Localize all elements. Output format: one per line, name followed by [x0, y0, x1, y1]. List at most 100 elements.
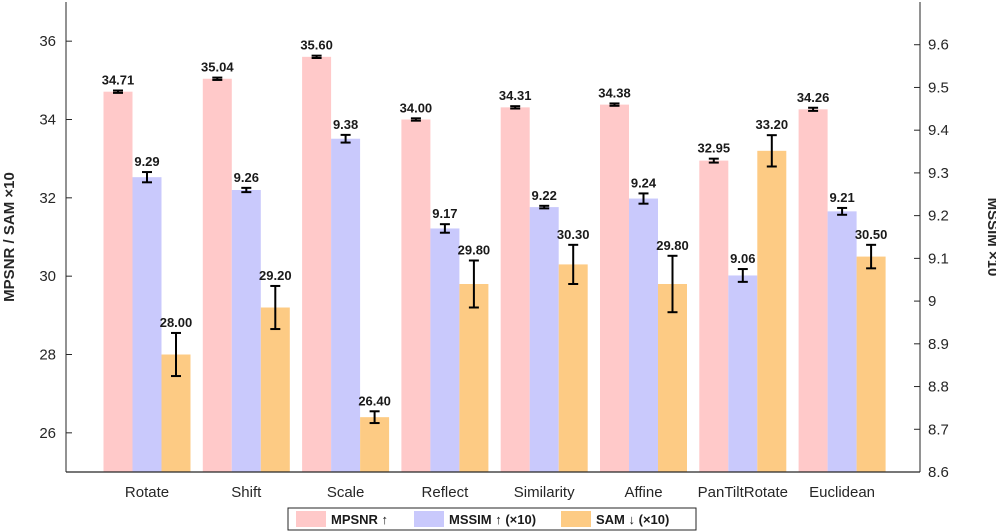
data-label-mssim-rotate: 9.29 — [134, 154, 159, 169]
x-tick-label: Scale — [327, 484, 365, 501]
data-label-sam-similarity: 30.30 — [557, 227, 590, 242]
data-label-mpsnr-reflect: 34.00 — [400, 100, 433, 115]
bar-sam-shift — [260, 307, 290, 472]
error-bar-mpsnr-rotate — [113, 89, 123, 94]
right-tick-label: 8.9 — [928, 336, 949, 353]
left-tick-label: 34 — [39, 112, 56, 129]
data-label-mpsnr-pantiltrotate: 32.95 — [698, 141, 731, 156]
data-label-mpsnr-shift: 35.04 — [201, 60, 234, 75]
legend-box — [287, 507, 697, 531]
error-bars-layer — [113, 54, 877, 425]
error-bar-sam-rotate — [171, 331, 181, 378]
data-label-sam-shift: 29.20 — [259, 268, 292, 283]
x-tick-label: Rotate — [125, 484, 169, 501]
data-label-mssim-reflect: 9.17 — [432, 206, 457, 221]
error-bar-mpsnr-pantiltrotate — [708, 157, 719, 164]
legend-swatch-mssim — [414, 511, 444, 527]
left-tick-label: 32 — [39, 190, 56, 207]
data-label-sam-rotate: 28.00 — [160, 315, 193, 330]
error-bar-mssim-pantiltrotate — [737, 268, 748, 283]
bar-mssim-reflect — [430, 228, 460, 472]
error-bar-sam-similarity — [568, 243, 579, 285]
bar-sam-affine — [658, 284, 687, 472]
left-tick-label: 30 — [39, 268, 56, 285]
error-bar-mssim-affine — [638, 192, 649, 205]
bar-mpsnr-scale — [302, 56, 332, 472]
x-tick-label: Reflect — [422, 484, 470, 501]
axes-layer: Rotate Shift Scale Reflect Similarity Affine P… — [39, 2, 949, 501]
bar-mssim-scale — [331, 138, 361, 472]
bar-mpsnr-affine — [600, 104, 629, 472]
legend-label-mssim: MSSIM ↑ (×10) — [449, 512, 536, 527]
right-tick-label: 9.4 — [928, 122, 949, 139]
bar-mssim-pantiltrotate — [728, 275, 758, 472]
error-bar-mpsnr-shift — [212, 76, 223, 81]
error-bar-mpsnr-scale — [311, 54, 322, 60]
bar-sam-euclidean — [856, 256, 886, 472]
error-bar-mssim-euclidean — [837, 206, 848, 216]
error-bar-mssim-shift — [241, 186, 252, 194]
bar-mssim-euclidean — [827, 211, 857, 472]
data-label-mssim-scale: 9.38 — [333, 117, 358, 132]
data-label-sam-reflect: 29.80 — [458, 243, 491, 258]
error-bar-sam-affine — [667, 254, 678, 314]
error-bar-sam-euclidean — [866, 243, 877, 270]
left-tick-label: 36 — [39, 33, 56, 50]
left-axis-title: MPSNR / SAM ×10 — [1, 172, 18, 302]
right-tick-label: 9.2 — [928, 208, 949, 225]
data-label-mssim-shift: 9.26 — [234, 170, 259, 185]
right-tick-label: 8.8 — [928, 379, 949, 396]
bar-mpsnr-similarity — [500, 107, 530, 472]
legend-label-sam: SAM ↓ (×10) — [596, 512, 669, 527]
error-bar-sam-pantiltrotate — [766, 134, 777, 168]
bars-layer — [103, 56, 886, 473]
error-bar-mssim-rotate — [142, 171, 152, 184]
data-labels-layer: 34.71 9.29 28.00 35.04 9.26 29.20 35.60 9.38 26.… — [102, 38, 888, 409]
bar-sam-pantiltrotate — [757, 150, 787, 473]
data-label-sam-euclidean: 30.50 — [855, 227, 888, 242]
bar-mpsnr-reflect — [401, 119, 431, 472]
data-label-sam-pantiltrotate: 33.20 — [756, 117, 789, 132]
error-bar-sam-scale — [369, 410, 380, 425]
legend-swatch-sam — [561, 511, 591, 527]
data-label-mssim-affine: 9.24 — [631, 175, 657, 190]
right-tick-label: 9.1 — [928, 250, 949, 267]
data-label-mssim-euclidean: 9.21 — [829, 190, 854, 205]
data-label-mpsnr-scale: 35.60 — [300, 38, 333, 53]
error-bar-mssim-reflect — [439, 223, 450, 234]
bar-mpsnr-rotate — [103, 91, 133, 473]
left-tick-label: 26 — [39, 425, 56, 442]
data-label-mssim-similarity: 9.22 — [532, 188, 557, 203]
x-tick-label: PanTiltRotate — [698, 484, 788, 501]
error-bar-mpsnr-euclidean — [808, 106, 819, 112]
bar-mssim-rotate — [132, 177, 162, 472]
right-tick-label: 8.6 — [928, 464, 949, 481]
error-bar-sam-shift — [270, 284, 281, 331]
error-bar-mpsnr-reflect — [410, 117, 421, 122]
left-tick-label: 28 — [39, 347, 56, 364]
right-axis-title: MSSIM ×10 — [984, 198, 996, 277]
bar-sam-reflect — [459, 284, 489, 472]
data-label-mpsnr-affine: 34.38 — [598, 85, 631, 100]
bar-mpsnr-euclidean — [798, 109, 828, 473]
data-label-sam-scale: 26.40 — [358, 393, 391, 408]
error-bar-mpsnr-similarity — [510, 105, 521, 110]
x-tick-label: Affine — [624, 484, 662, 501]
bar-sam-similarity — [558, 264, 588, 472]
legend-swatch-mpsnr — [296, 511, 326, 527]
bar-mssim-affine — [629, 198, 658, 472]
bar-mssim-similarity — [529, 207, 559, 472]
error-bar-mssim-scale — [340, 133, 351, 144]
legend: MPSNR ↑ MSSIM ↑ (×10) SAM ↓ (×10) — [287, 507, 697, 531]
data-label-mpsnr-euclidean: 34.26 — [797, 90, 830, 105]
data-label-mssim-pantiltrotate: 9.06 — [730, 251, 755, 266]
right-tick-label: 8.7 — [928, 421, 949, 438]
x-tick-label: Euclidean — [809, 484, 875, 501]
data-label-mpsnr-similarity: 34.31 — [499, 88, 532, 103]
right-tick-label: 9.3 — [928, 165, 949, 182]
bar-mpsnr-shift — [202, 78, 232, 473]
right-tick-label: 9.6 — [928, 37, 949, 54]
data-label-sam-affine: 29.80 — [656, 238, 689, 253]
legend-label-mpsnr: MPSNR ↑ — [331, 512, 388, 527]
